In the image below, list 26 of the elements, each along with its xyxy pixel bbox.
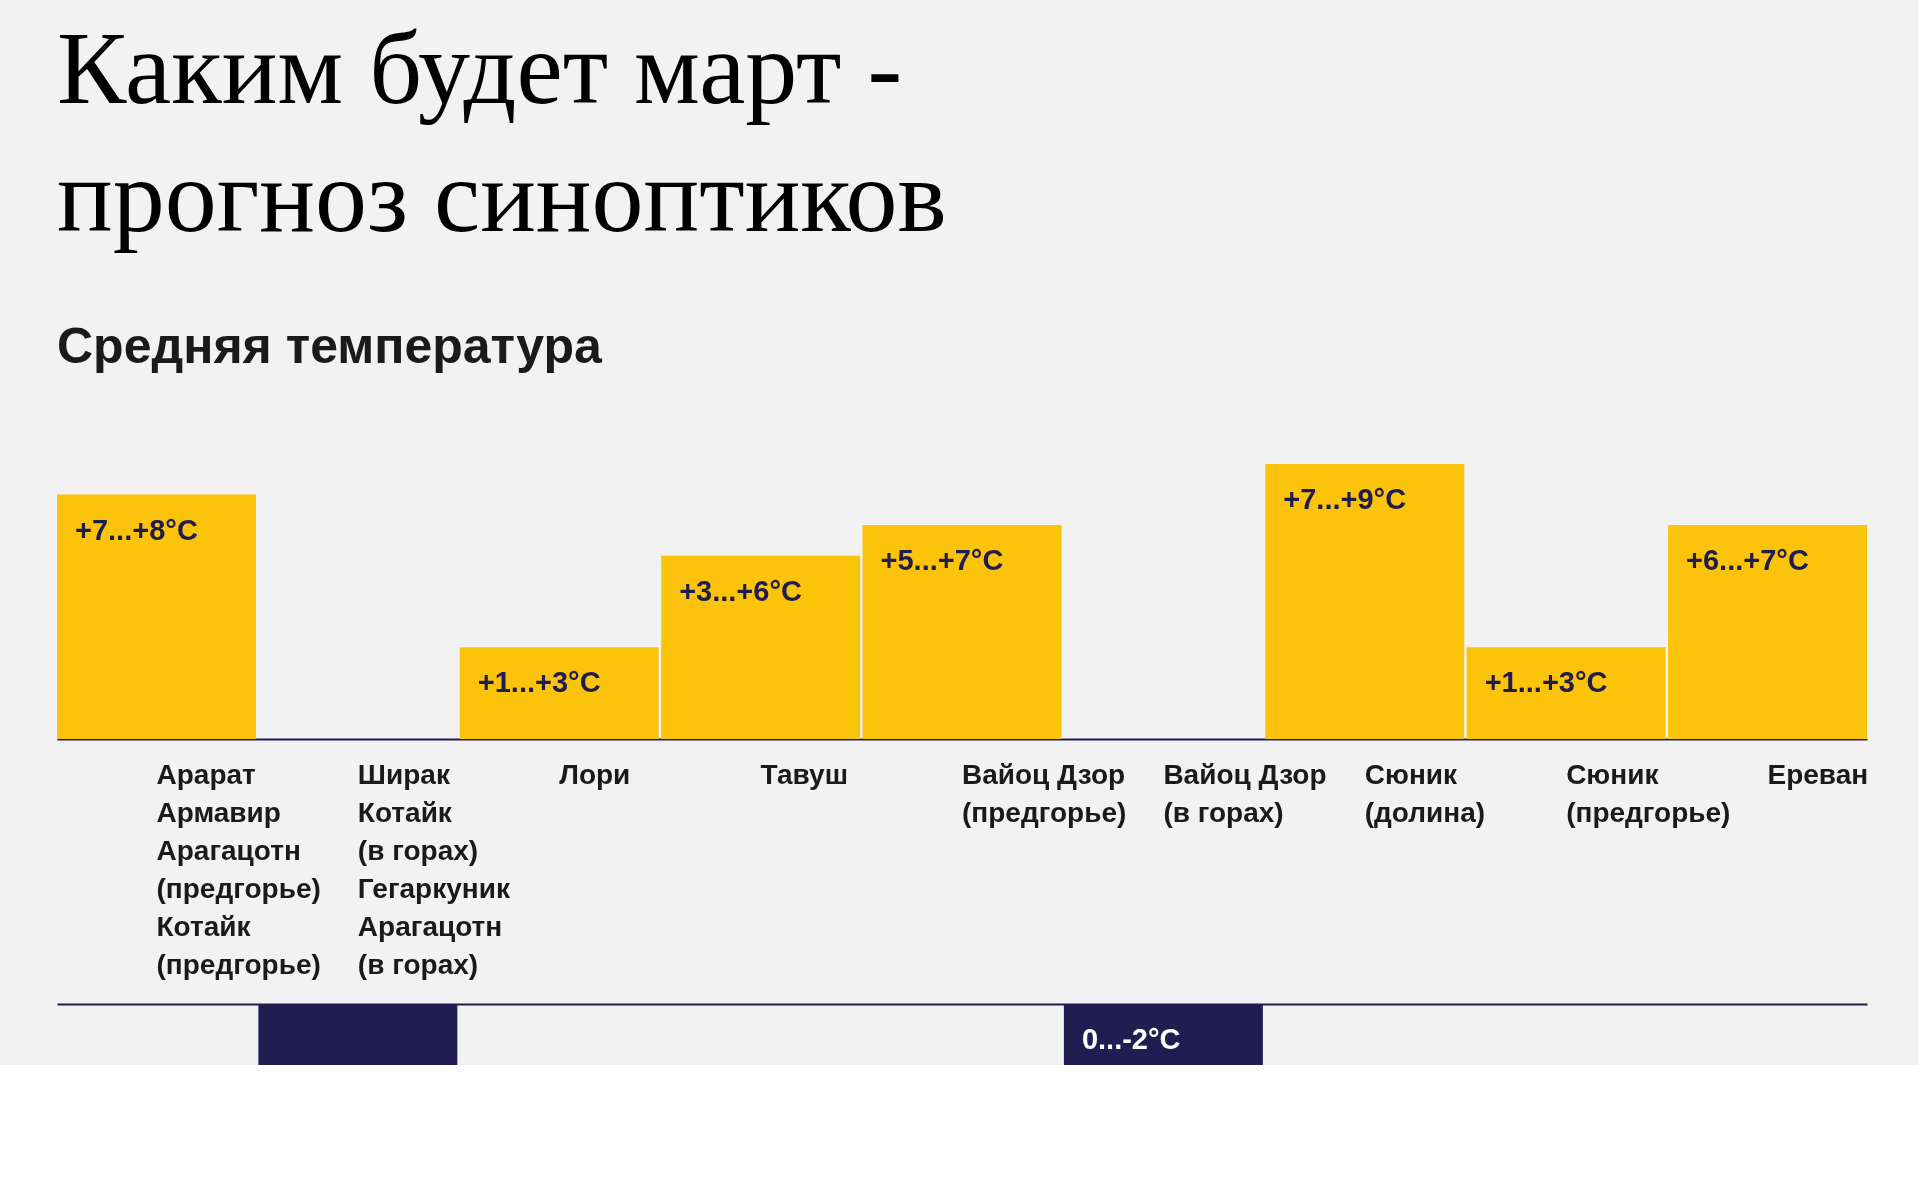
- x-tick-label: Сюник (долина): [1364, 758, 1486, 828]
- bar: [1668, 525, 1867, 739]
- data-label: 0...-2°C: [1081, 1023, 1181, 1055]
- x-tick-label: Вайоц Дзор (в горах): [1163, 758, 1327, 828]
- x-tick-label: Тавуш: [760, 758, 849, 790]
- bar: [1466, 647, 1666, 739]
- data-label: +7...+8°C: [75, 513, 198, 546]
- chart-subtitle: Средняя температура: [57, 318, 604, 374]
- data-label: +6...+7°C: [1686, 544, 1809, 577]
- data-label: +5...+7°C: [880, 544, 1004, 577]
- x-tick-label: Арарат Армавир Арагацотн (предгорье) Котайк (предгорье): [156, 758, 321, 980]
- bar: [459, 647, 659, 739]
- data-label: +1...+3°C: [477, 666, 601, 699]
- bar: [661, 555, 861, 739]
- x-tick-label: Ереван: [1767, 758, 1869, 790]
- bar: [57, 494, 256, 739]
- x-tick-label: Лори: [559, 758, 631, 790]
- x-tick-label: Сюник (предгорье): [1566, 758, 1731, 828]
- x-tick-label: Ширак Котайк (в горах) Гегаркуник Арагацотн (в горах): [357, 758, 511, 980]
- data-label: +7...+9°C: [1283, 483, 1407, 515]
- chart-title: Каким будет март - прогноз синоптиков: [57, 10, 947, 253]
- bar: [1265, 464, 1465, 739]
- x-tick-label: Вайоц Дзор (предгорье): [962, 758, 1127, 828]
- data-label: +1...+3°C: [1484, 666, 1608, 699]
- data-label: +3...+6°C: [679, 574, 803, 607]
- bar: [862, 525, 1062, 739]
